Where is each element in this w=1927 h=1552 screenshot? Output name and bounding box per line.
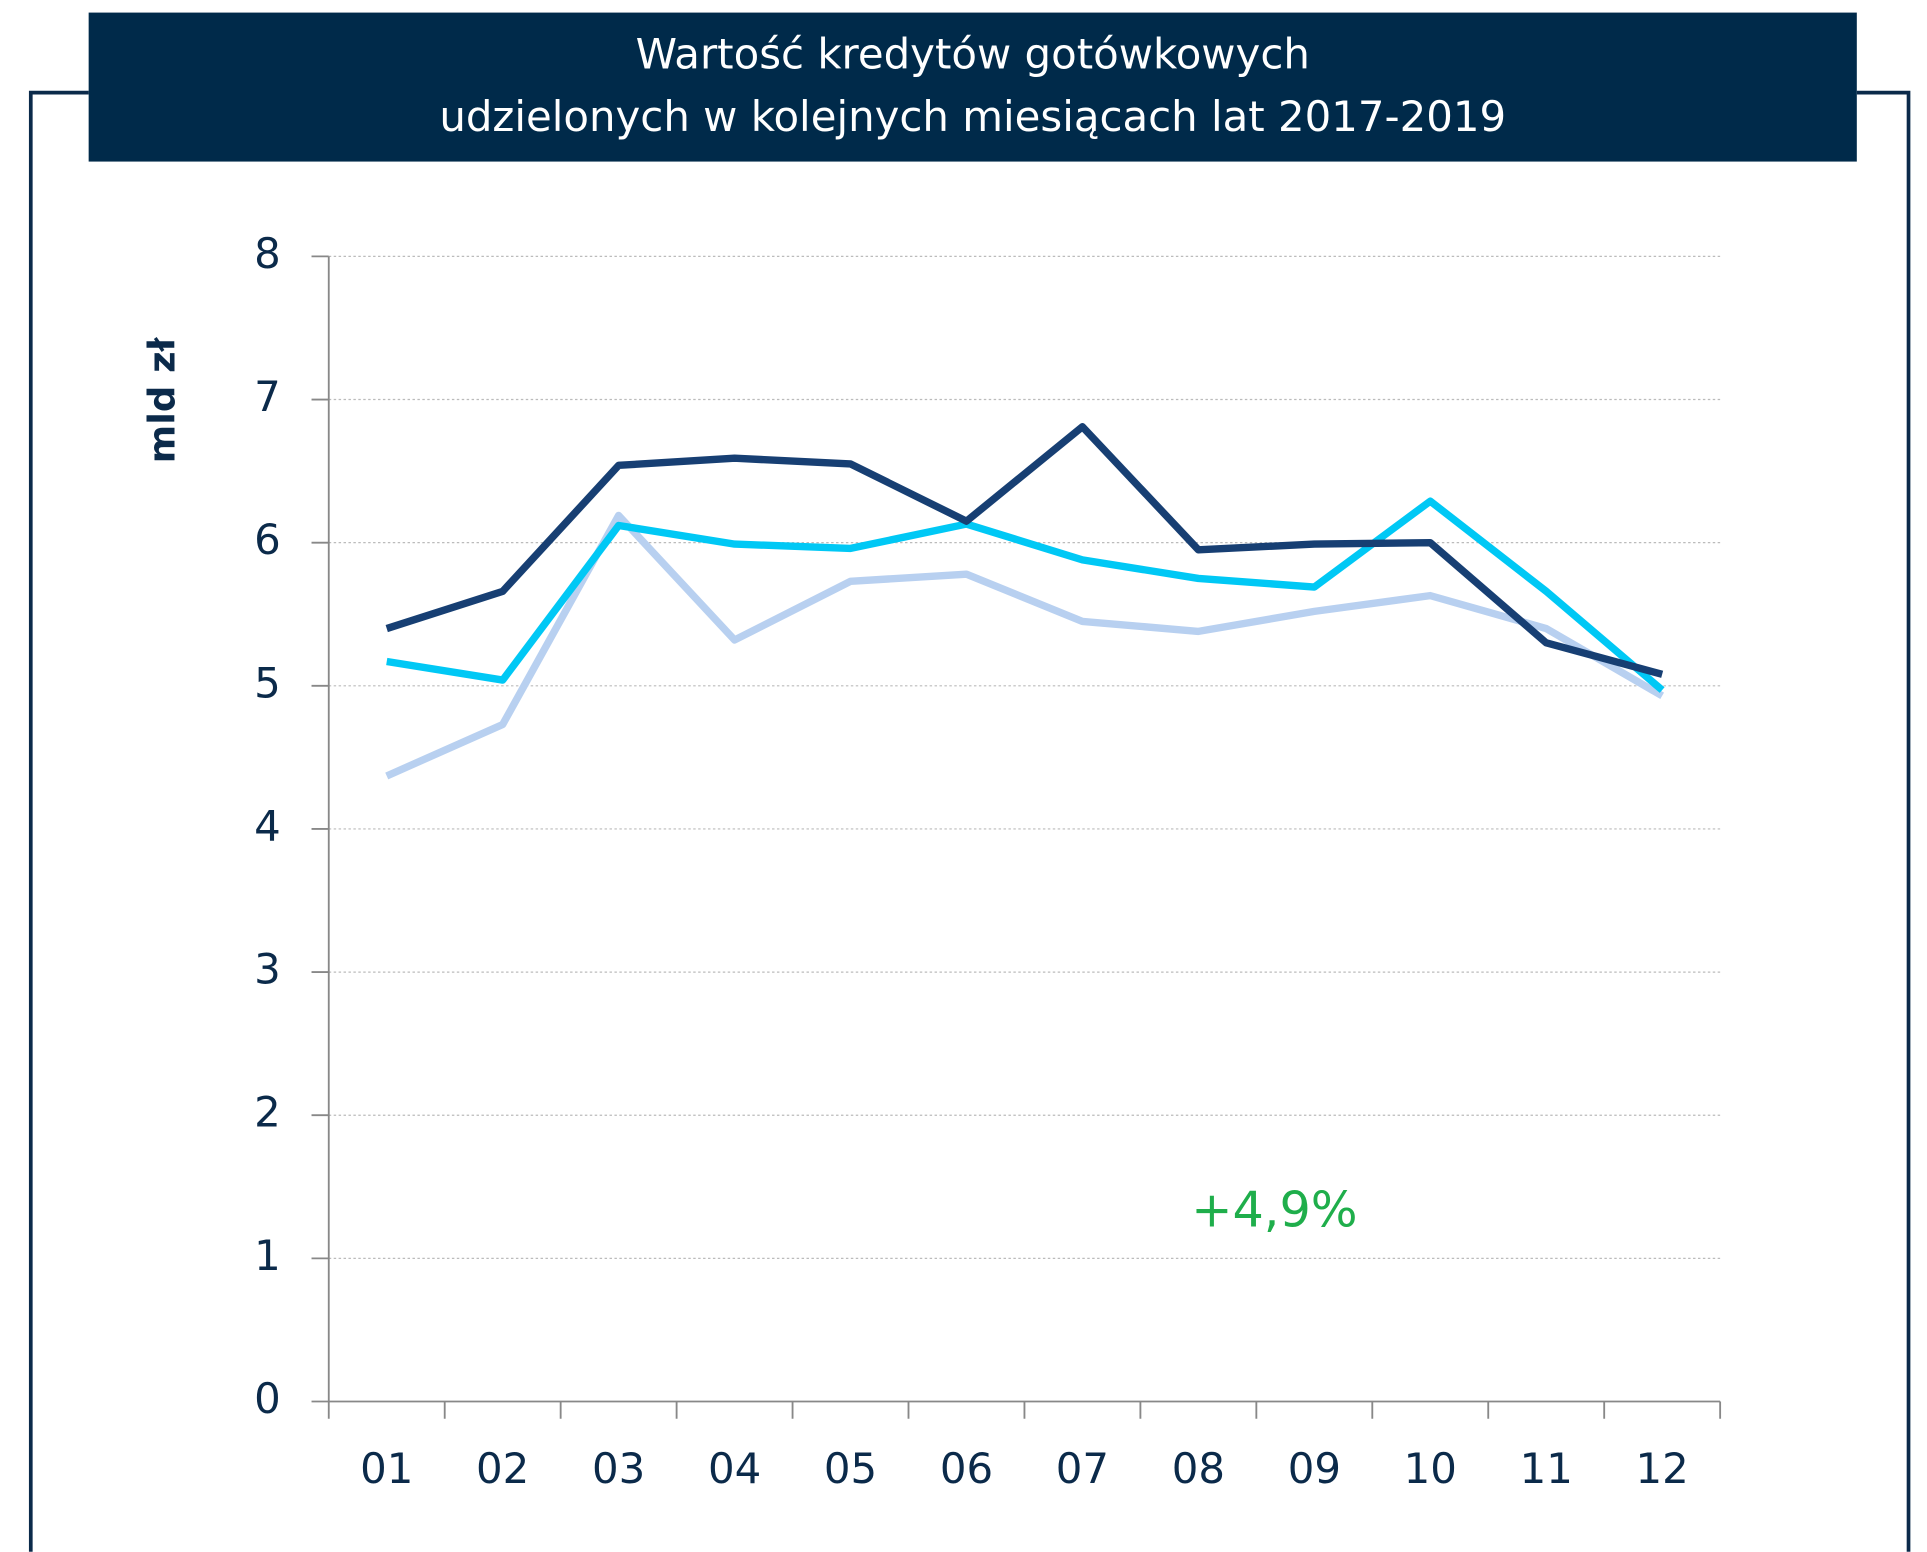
y-tick-label: 6 xyxy=(254,515,281,564)
x-tick-label: 11 xyxy=(1520,1444,1573,1493)
series-line xyxy=(385,511,1665,780)
y-tick-label: 3 xyxy=(254,945,281,994)
y-tick-label: 8 xyxy=(254,229,281,278)
x-tick-label: 09 xyxy=(1288,1444,1341,1493)
x-tick-label: 01 xyxy=(360,1444,413,1493)
title-banner xyxy=(88,12,1857,162)
chart-title: Wartość kredytów gotówkowych xyxy=(636,29,1310,78)
y-tick-label: 1 xyxy=(254,1231,281,1280)
chart-title: udzielonych w kolejnych miesiącach lat 2… xyxy=(439,92,1506,141)
x-tick-label: 06 xyxy=(940,1444,993,1493)
series-line xyxy=(385,423,1664,678)
x-tick-label: 07 xyxy=(1056,1444,1109,1493)
y-tick-label: 7 xyxy=(254,372,281,421)
frame xyxy=(1856,90,1911,1552)
series-line xyxy=(386,497,1665,693)
y-tick-label: 4 xyxy=(254,801,281,850)
x-tick-label: 10 xyxy=(1404,1444,1457,1493)
x-tick-label: 12 xyxy=(1636,1444,1689,1493)
x-tick-label: 05 xyxy=(824,1444,877,1493)
annotation: +4,9% xyxy=(1191,1181,1357,1239)
x-tick-label: 02 xyxy=(476,1444,529,1493)
x-tick-label: 03 xyxy=(592,1444,645,1493)
x-tick-label: 08 xyxy=(1172,1444,1225,1493)
y-tick-label: 0 xyxy=(254,1374,281,1423)
frame xyxy=(28,90,89,1552)
y-tick-label: 2 xyxy=(254,1088,281,1137)
y-axis-label: mld zł xyxy=(140,336,183,463)
x-tick-label: 04 xyxy=(708,1444,761,1493)
y-tick-label: 5 xyxy=(254,658,281,707)
